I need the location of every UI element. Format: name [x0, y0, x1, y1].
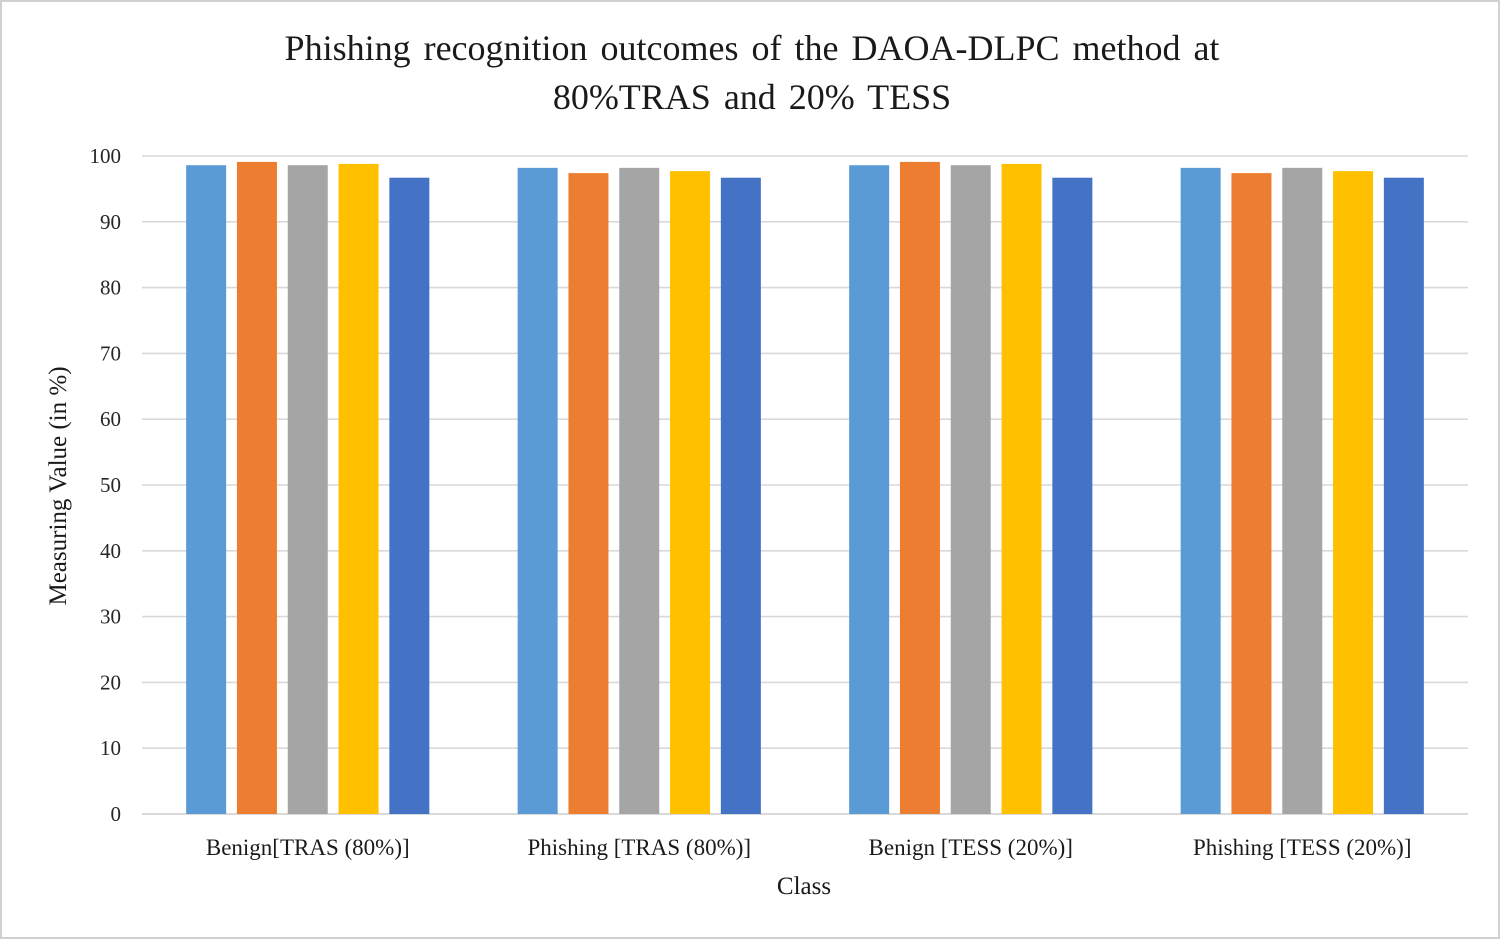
- bar-series-1-category-3: [849, 165, 890, 814]
- y-tick-label: 100: [90, 144, 122, 168]
- y-tick-label: 30: [100, 605, 121, 629]
- x-category-label: Benign[TRAS (80%)]: [206, 835, 410, 860]
- chart-title-line-2: 80%TRAS and 20% TESS: [553, 77, 951, 117]
- x-category-label: Benign [TESS (20%)]: [869, 835, 1073, 860]
- y-tick-label: 50: [100, 473, 121, 497]
- y-tick-label: 80: [100, 276, 121, 300]
- y-tick-label: 10: [100, 736, 121, 760]
- bar-series-1-category-2: [517, 167, 558, 814]
- y-tick-label: 60: [100, 407, 121, 431]
- y-axis-title: Measuring Value (in %): [45, 366, 72, 605]
- bar-series-5-category-2: [720, 177, 761, 815]
- bar-series-4-category-3: [1001, 163, 1042, 814]
- bar-series-1-category-1: [186, 165, 227, 814]
- chart-title-line-1: Phishing recognition outcomes of the DAO…: [285, 28, 1220, 68]
- bar-series-5-category-1: [389, 177, 430, 815]
- bar-series-2-category-4: [1231, 173, 1272, 814]
- bar-series-5-category-3: [1052, 177, 1093, 815]
- bar-series-4-category-4: [1333, 171, 1374, 814]
- bar-series-5-category-4: [1383, 177, 1424, 815]
- bar-series-4-category-2: [670, 171, 711, 814]
- bar-series-3-category-4: [1282, 167, 1323, 814]
- y-tick-label: 0: [111, 802, 122, 826]
- bar-series-3-category-3: [950, 165, 991, 814]
- bar-series-4-category-1: [338, 163, 379, 814]
- bar-series-3-category-2: [619, 167, 660, 814]
- x-axis-title: Class: [777, 873, 831, 900]
- x-axis-category-labels: Benign[TRAS (80%)] Phishing [TRAS (80%)] B…: [206, 835, 1412, 860]
- y-axis-tick-labels: 0 10 20 30 40 50 60 70 80 90 100: [90, 144, 122, 826]
- x-category-label: Phishing [TRAS (80%)]: [527, 835, 751, 860]
- bar-series-3-category-1: [287, 165, 328, 814]
- y-tick-label: 90: [100, 210, 121, 234]
- bars: [186, 161, 1424, 815]
- bar-series-2-category-1: [236, 161, 277, 814]
- y-tick-label: 20: [100, 670, 121, 694]
- bar-series-1-category-4: [1180, 167, 1221, 814]
- y-tick-label: 40: [100, 539, 121, 563]
- bar-series-2-category-2: [568, 173, 609, 814]
- x-category-label: Phishing [TESS (20%)]: [1193, 835, 1412, 860]
- y-tick-label: 70: [100, 341, 121, 365]
- bar-series-2-category-3: [899, 161, 940, 814]
